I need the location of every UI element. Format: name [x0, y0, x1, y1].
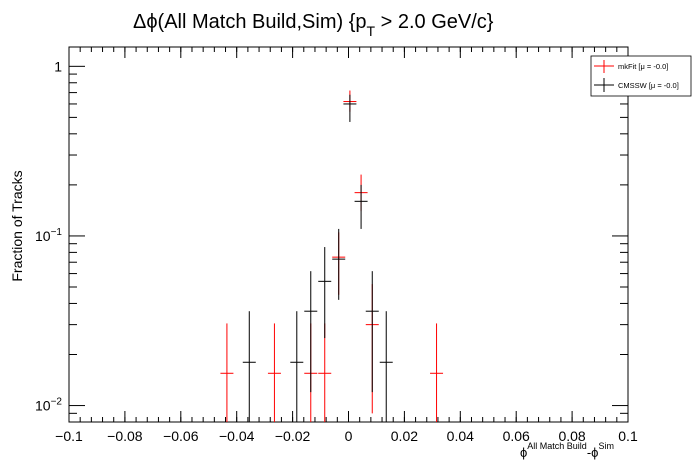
legend-cmssw-label: CMSSW [μ = -0.0]: [618, 81, 679, 90]
x-tick-label: 0.02: [391, 428, 418, 444]
x-tick-label: −0.04: [219, 428, 255, 444]
x-tick-label: −0.06: [163, 428, 199, 444]
y-axis-label: Fraction of Tracks: [9, 170, 25, 281]
x-tick-label: −0.02: [275, 428, 311, 444]
legend: mkFit [μ = -0.0] CMSSW [μ = -0.0]: [590, 55, 692, 97]
chart-title: Δϕ(All Match Build,Sim) {pT > 2.0 GeV/c}: [133, 11, 494, 39]
series-layer: [220, 90, 444, 422]
x-tick-label: −0.08: [107, 428, 143, 444]
y-tick-label: 1: [54, 58, 62, 74]
legend-mkfit-label: mkFit [μ = -0.0]: [618, 62, 668, 71]
series-cmssw: [242, 94, 393, 422]
y-tick-label: 10−2: [35, 397, 62, 414]
x-tick-label: 0.08: [558, 428, 585, 444]
plot-frame: [68, 46, 629, 423]
legend-box: [590, 55, 692, 97]
x-axis-label: ϕAll Match Build-ϕSim: [520, 441, 614, 460]
y-tick-label: 10−1: [35, 227, 62, 244]
x-tick-label: 0: [345, 428, 353, 444]
x-tick-label: 0.1: [618, 428, 638, 444]
series-mkfit: [220, 90, 444, 422]
x-tick-label: 0.06: [503, 428, 530, 444]
x-tick-label: 0.04: [447, 428, 474, 444]
x-tick-label: −0.1: [55, 428, 83, 444]
axes: −0.1 −0.08 −0.06 −0.04 −0.02 0 0.02 0.04 0.06 0.0…: [35, 47, 638, 444]
